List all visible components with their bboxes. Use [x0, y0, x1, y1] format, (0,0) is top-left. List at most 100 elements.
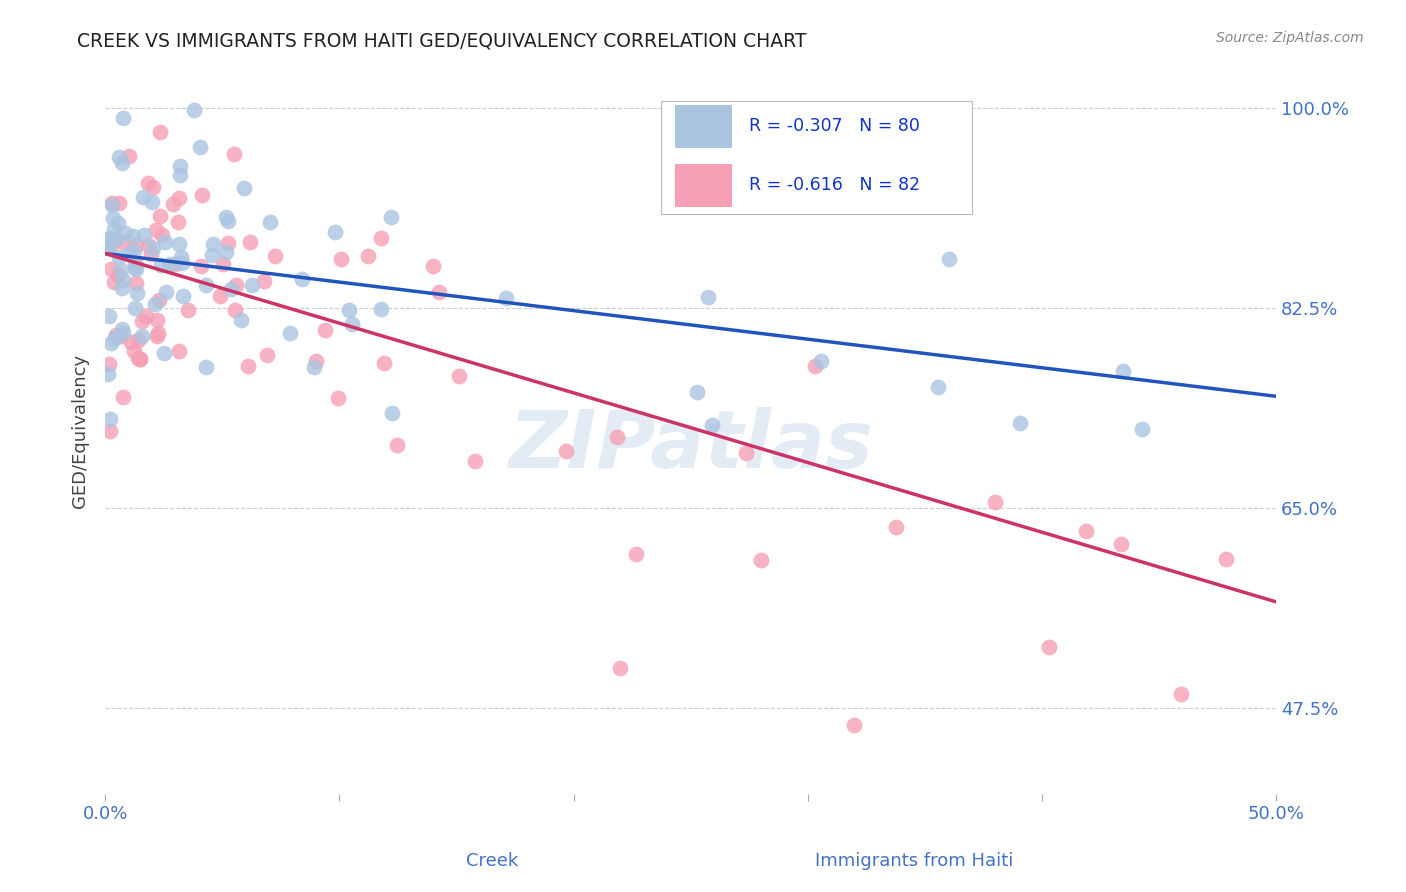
Point — [98, 309, 121, 323]
Point — [191, 188, 214, 202]
Point — [129, 351, 152, 366]
Point — [169, 250, 191, 264]
Point — [172, 289, 194, 303]
Point — [735, 446, 758, 460]
Point — [136, 176, 159, 190]
Point — [240, 278, 263, 293]
Point — [686, 385, 709, 400]
Point — [112, 111, 135, 125]
Point — [427, 285, 450, 300]
Point — [127, 333, 149, 347]
Point — [101, 211, 124, 225]
Point — [155, 285, 177, 300]
Point — [122, 244, 145, 258]
Point — [340, 317, 363, 331]
Point — [111, 155, 134, 169]
Point — [219, 283, 242, 297]
Point — [112, 326, 135, 340]
Point — [131, 314, 153, 328]
Point — [100, 336, 122, 351]
Point — [118, 245, 141, 260]
Point — [127, 351, 149, 365]
Point — [146, 326, 169, 340]
Point — [155, 235, 177, 249]
Point — [149, 210, 172, 224]
Point — [131, 190, 153, 204]
Point — [104, 327, 127, 342]
FancyBboxPatch shape — [675, 164, 731, 207]
Point — [208, 289, 231, 303]
Point — [110, 329, 132, 343]
Point — [217, 236, 239, 251]
Point — [370, 231, 392, 245]
Point — [114, 227, 136, 241]
Point — [120, 334, 142, 349]
Point — [357, 249, 380, 263]
Point — [169, 168, 191, 182]
Point — [385, 437, 408, 451]
Point — [844, 718, 866, 732]
Point — [222, 147, 245, 161]
Point — [131, 328, 153, 343]
Point — [145, 313, 167, 327]
Point — [224, 302, 246, 317]
Text: R = -0.616   N = 82: R = -0.616 N = 82 — [749, 177, 921, 194]
Point — [100, 261, 122, 276]
Point — [215, 211, 238, 225]
Point — [370, 301, 392, 316]
Point — [291, 272, 314, 286]
Point — [1010, 416, 1032, 430]
Point — [112, 235, 135, 250]
Point — [124, 256, 146, 270]
Point — [422, 259, 444, 273]
Point — [447, 368, 470, 383]
Point — [337, 302, 360, 317]
Point — [107, 216, 129, 230]
Point — [122, 344, 145, 359]
Point — [238, 359, 260, 374]
Point — [150, 258, 173, 272]
Point — [97, 368, 120, 382]
Point — [606, 430, 628, 444]
Point — [183, 103, 205, 117]
Point — [884, 520, 907, 534]
Point — [1038, 640, 1060, 655]
Point — [98, 424, 121, 438]
Point — [149, 125, 172, 139]
Point — [124, 260, 146, 275]
Point — [256, 347, 278, 361]
Point — [232, 181, 254, 195]
Point — [141, 194, 163, 209]
Point — [177, 302, 200, 317]
Point — [125, 276, 148, 290]
Point — [555, 444, 578, 458]
Point — [1170, 687, 1192, 701]
Point — [201, 248, 224, 262]
Point — [167, 236, 190, 251]
Point — [696, 290, 718, 304]
Point — [111, 322, 134, 336]
Point — [165, 257, 187, 271]
Point — [142, 179, 165, 194]
Point — [217, 214, 239, 228]
Point — [104, 331, 127, 345]
Point — [100, 196, 122, 211]
Point — [225, 277, 247, 292]
Point — [609, 661, 631, 675]
Point — [111, 281, 134, 295]
Point — [103, 222, 125, 236]
Point — [202, 237, 225, 252]
Text: Creek: Creek — [465, 852, 519, 870]
Point — [495, 291, 517, 305]
Point — [211, 257, 233, 271]
Point — [108, 195, 131, 210]
Point — [215, 244, 238, 259]
Point — [169, 192, 191, 206]
Point — [328, 391, 350, 405]
Point — [162, 197, 184, 211]
Point — [143, 296, 166, 310]
Point — [97, 357, 120, 371]
Point — [1074, 524, 1097, 538]
Point — [194, 359, 217, 374]
Point — [96, 241, 118, 255]
